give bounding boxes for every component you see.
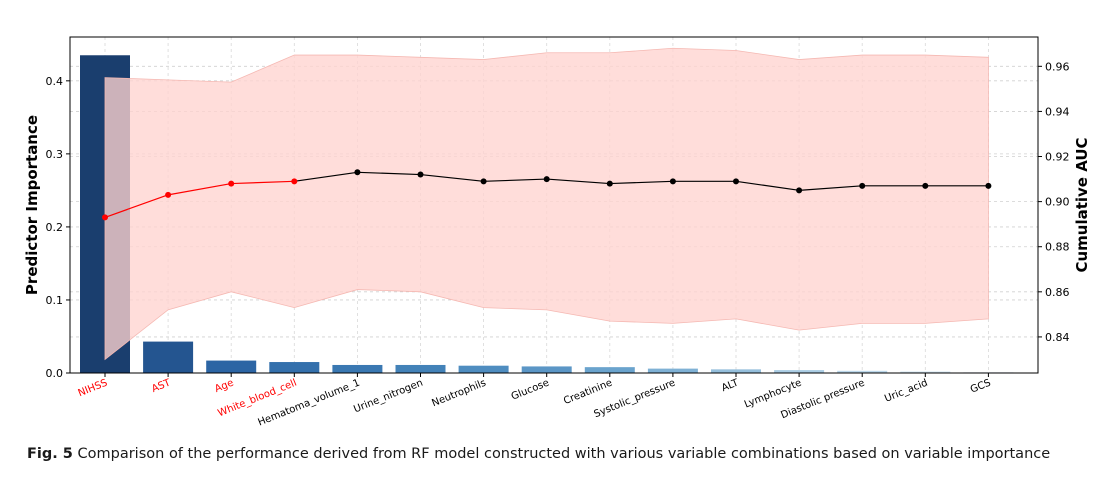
- y2-axis-title: Cumulative AUC: [1073, 137, 1091, 272]
- auc-confidence-band: [104, 47, 989, 361]
- xtick-label-Hematoma_volume_1: Hematoma_volume_1: [256, 378, 361, 429]
- xtick-label-Urine_nitrogen: Urine_nitrogen: [352, 378, 424, 416]
- auc-segment: [735, 180, 800, 191]
- bar-Systolic_pressure: [647, 368, 698, 373]
- xtick-label-Uric_acid: Uric_acid: [883, 378, 929, 405]
- xtick-label-Neutrophils: Neutrophils: [430, 378, 487, 410]
- band-area: [104, 47, 989, 361]
- xtick-label-Age: Age: [213, 378, 235, 395]
- y2tick-label: 0.88: [1045, 241, 1070, 254]
- auc-point-AST: [165, 191, 172, 198]
- y2tick-label: 0.94: [1045, 105, 1070, 118]
- ytick-label: 0.1: [46, 294, 64, 307]
- auc-segment: [294, 171, 358, 182]
- auc-point-GCS: [985, 182, 992, 189]
- chart: 0.0 0.1 0.2 0.3 0.4 0.84 0.86 0.88 0.90 0.92 0.94…: [23, 36, 1091, 429]
- bar-Urine_nitrogen: [395, 364, 446, 373]
- auc-point-Hematoma_volume_1: [354, 169, 361, 176]
- figure-caption: Fig. 5 Comparison of the performance der…: [27, 446, 1097, 462]
- xtick-label-Creatinine: Creatinine: [562, 378, 614, 407]
- auc-point-Systolic_pressure: [669, 178, 676, 185]
- xtick-label-ALT: ALT: [720, 377, 741, 394]
- xtick-label-NIHSS: NIHSS: [77, 378, 110, 400]
- bar-Age: [206, 360, 257, 373]
- y2tick-label: 0.86: [1045, 286, 1070, 299]
- y2tick-label: 0.84: [1045, 331, 1070, 344]
- auc-segment: [231, 180, 295, 185]
- bar-Lymphocyte: [774, 370, 825, 373]
- auc-point-ALT: [733, 178, 739, 185]
- auc-point-Neutrophils: [480, 178, 487, 185]
- bar-Creatinine: [584, 367, 635, 373]
- auc-segment: [104, 194, 169, 218]
- auc-segment: [546, 178, 610, 185]
- left-axis-ticks: 0.0 0.1 0.2 0.3 0.4: [46, 75, 70, 380]
- x-axis-ticks: NIHSS AST AgeWhite_blood_cellHematoma_volu…: [77, 373, 993, 429]
- bar-Diastolic pressure: [837, 370, 888, 373]
- xtick-label-AST: AST: [150, 377, 173, 395]
- caption-text: Comparison of the performance derived fr…: [77, 446, 1051, 462]
- ytick-label: 0.4: [46, 75, 64, 88]
- bar-Uric_acid: [900, 371, 951, 373]
- ytick-label: 0.0: [46, 367, 64, 380]
- bar-ALT: [711, 369, 761, 373]
- xtick-label-GCS: GCS: [969, 378, 993, 396]
- plot-frame: [69, 36, 1039, 374]
- auc-segment: [609, 180, 673, 185]
- auc-point-Diastolic pressure: [859, 182, 866, 189]
- auc-point-White_blood_cell: [291, 178, 298, 185]
- bar-White_blood_cell: [269, 362, 320, 373]
- auc-segment: [420, 173, 484, 182]
- auc-segment: [483, 178, 547, 182]
- xtick-label-Glucose: Glucose: [510, 378, 551, 403]
- bar-Hematoma_volume_1: [332, 364, 383, 373]
- auc-segment: [167, 182, 232, 196]
- auc-point-NIHSS: [102, 214, 108, 221]
- auc-point-Age: [228, 180, 235, 187]
- auc-point-Urine_nitrogen: [417, 171, 424, 178]
- caption-label: Fig. 5: [27, 446, 73, 462]
- right-axis-ticks: 0.84 0.86 0.88 0.90 0.92 0.94 0.96: [1038, 60, 1070, 344]
- auc-point-Uric_acid: [922, 182, 929, 189]
- y2tick-label: 0.90: [1045, 196, 1070, 209]
- auc-segment: [357, 171, 421, 176]
- ytick-label: 0.2: [46, 221, 64, 234]
- ytick-label: 0.3: [46, 148, 64, 161]
- auc-point-Creatinine: [606, 180, 613, 187]
- auc-point-Lymphocyte: [796, 187, 803, 194]
- y2tick-label: 0.92: [1045, 151, 1070, 164]
- auc-line: [102, 169, 992, 221]
- y-axis-title: Predictor Importance: [23, 115, 41, 295]
- bar-AST: [143, 341, 194, 373]
- bar-Glucose: [521, 366, 572, 373]
- y2tick-label: 0.96: [1045, 60, 1070, 73]
- auc-segment: [799, 185, 863, 191]
- auc-point-Glucose: [543, 176, 550, 183]
- bar-Neutrophils: [458, 365, 509, 373]
